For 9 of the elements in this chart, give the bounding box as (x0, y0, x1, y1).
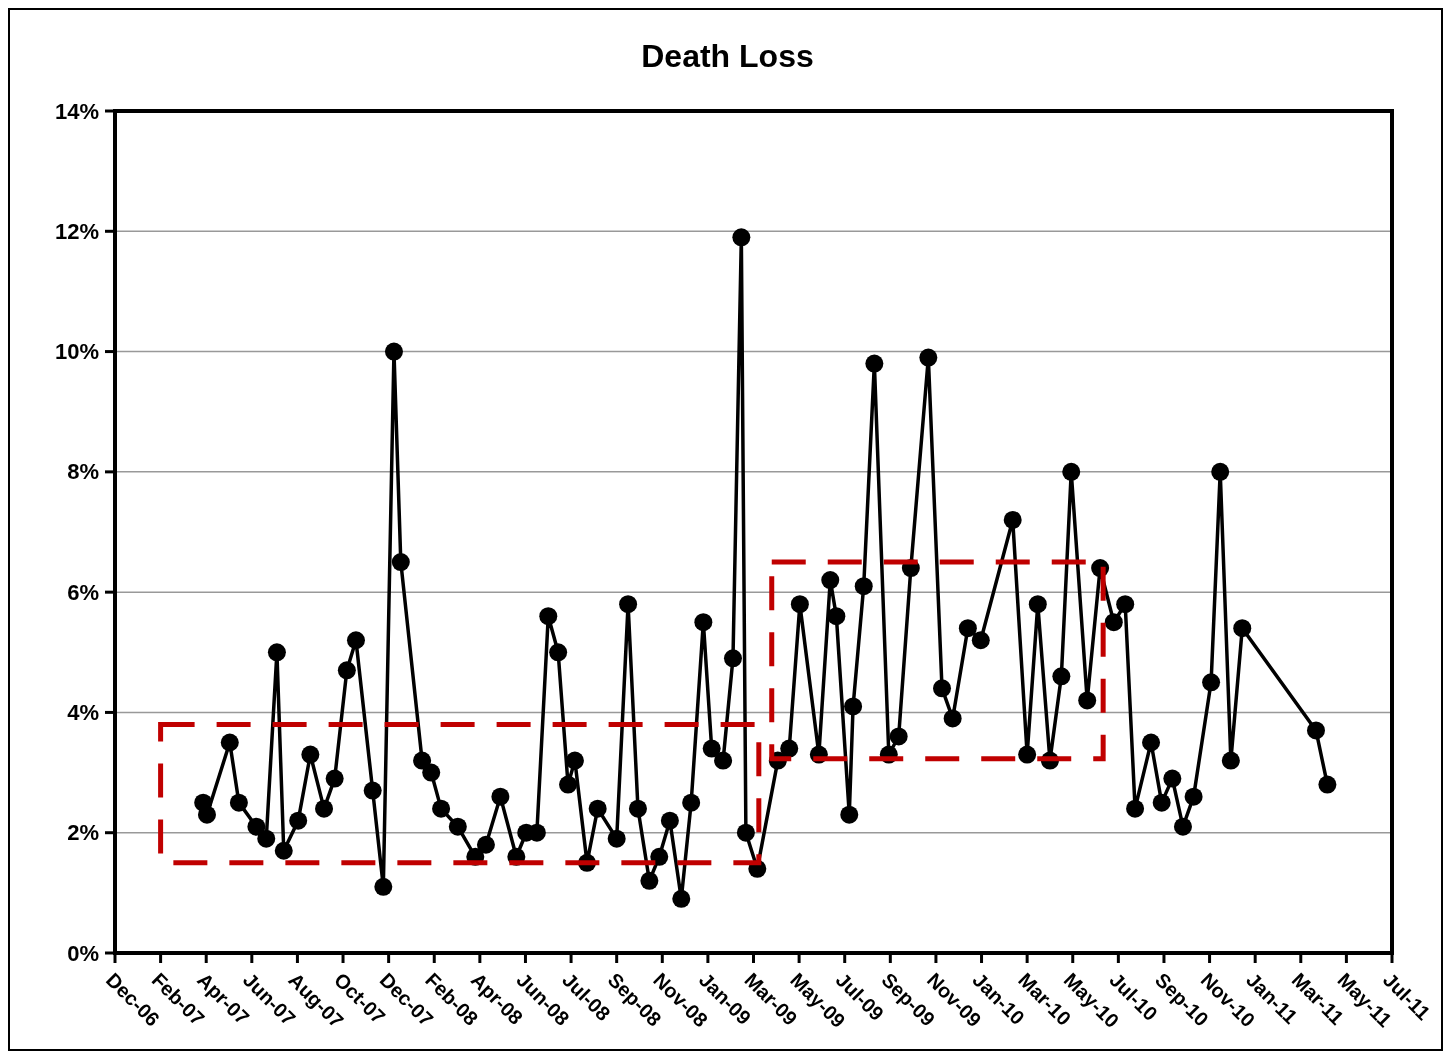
y-tick-label: 14% (54, 98, 99, 124)
y-tick-label: 10% (54, 339, 99, 365)
y-tick-label: 6% (67, 579, 99, 605)
y-tick-label: 0% (67, 940, 99, 966)
y-tick-label: 12% (54, 218, 99, 244)
y-tick-label: 8% (67, 459, 99, 485)
chart-title: Death Loss (640, 38, 815, 75)
y-tick-label: 4% (67, 699, 99, 725)
y-tick-label: 2% (67, 820, 99, 846)
